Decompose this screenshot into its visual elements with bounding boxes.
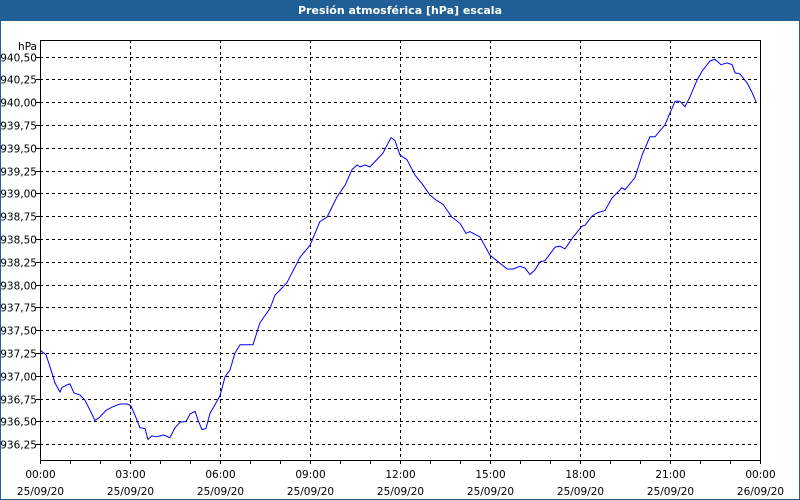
y-tick-label: 940,00 [0, 98, 37, 110]
window-title: Presión atmosférica [hPa] escala [1, 1, 799, 21]
x-axis-ticks: 00:00 25/09/20 03:00 25/09/20 06:00 25/09/20 0… [17, 460, 784, 498]
x-tick-time-label: 06:00 [205, 469, 235, 481]
y-tick-label: 939,50 [0, 144, 37, 156]
x-tick-time-label: 00:00 [25, 469, 55, 481]
y-tick-label: 940,25 [0, 75, 37, 87]
grid [40, 40, 760, 460]
x-tick-date-label: 25/09/20 [467, 486, 514, 498]
x-tick-date-label: 25/09/20 [287, 486, 334, 498]
y-axis-ticks: 936,25 936,50 936,75 937,00 937,25 937,50 937,… [0, 53, 40, 452]
y-tick-label: 937,25 [0, 349, 37, 361]
y-tick-label: 936,75 [0, 395, 37, 407]
x-tick-date-label: 25/09/20 [647, 486, 694, 498]
y-tick-label: 937,00 [0, 372, 37, 384]
y-tick-label: 939,75 [0, 121, 37, 133]
plot-frame [40, 40, 761, 461]
y-tick-label: 936,50 [0, 417, 37, 429]
x-tick-time-label: 03:00 [115, 469, 145, 481]
y-tick-label: 937,50 [0, 326, 37, 338]
y-tick-label: 940,50 [0, 53, 37, 65]
x-tick-time-label: 21:00 [655, 469, 685, 481]
y-tick-label: 939,00 [0, 189, 37, 201]
y-tick-label: 937,75 [0, 303, 37, 315]
x-tick-date-label: 26/09/20 [737, 486, 784, 498]
x-tick-time-label: 12:00 [385, 469, 415, 481]
y-tick-label: 939,25 [0, 167, 37, 179]
x-tick-date-label: 25/09/20 [107, 486, 154, 498]
x-tick-time-label: 00:00 [745, 469, 775, 481]
pressure-line [39, 58, 757, 441]
x-tick-time-label: 09:00 [295, 469, 325, 481]
y-tick-label: 938,50 [0, 235, 37, 247]
x-tick-date-label: 25/09/20 [197, 486, 244, 498]
x-tick-date-label: 25/09/20 [17, 486, 64, 498]
y-axis-unit-label: hPa [18, 41, 37, 53]
x-tick-date-label: 25/09/20 [377, 486, 424, 498]
y-tick-label: 938,75 [0, 212, 37, 224]
y-tick-label: 938,25 [0, 258, 37, 270]
x-tick-date-label: 25/09/20 [557, 486, 604, 498]
y-tick-label: 938,00 [0, 281, 37, 293]
x-tick-time-label: 15:00 [475, 469, 505, 481]
x-tick-time-label: 18:00 [565, 469, 595, 481]
y-tick-label: 936,25 [0, 440, 37, 452]
